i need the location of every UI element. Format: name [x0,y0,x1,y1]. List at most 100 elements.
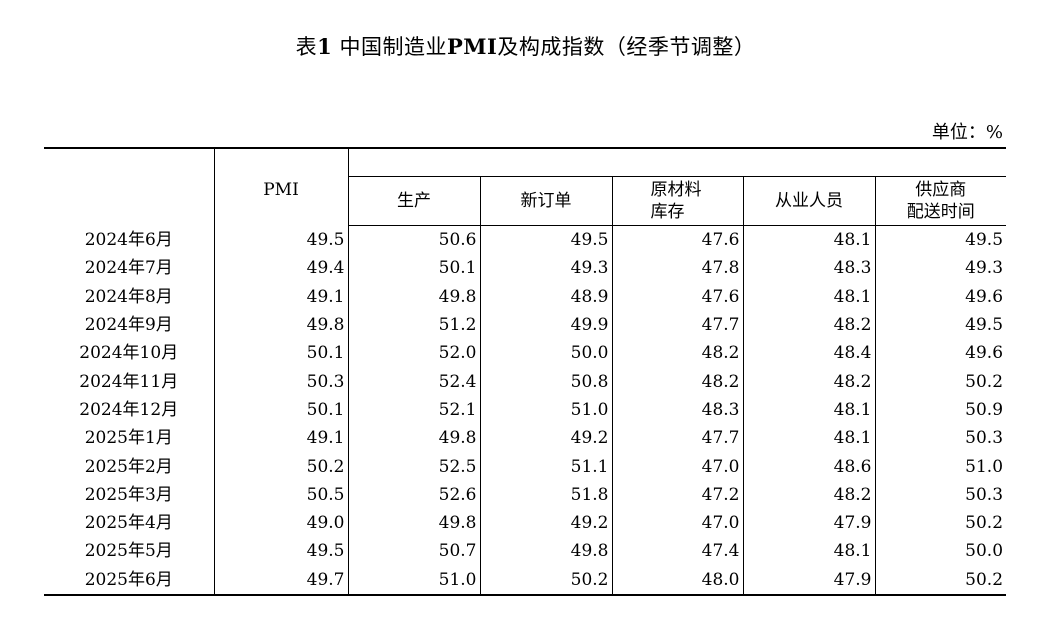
table-row: 2024年12月 50.1 52.1 51.0 48.3 48.1 50.9 [44,395,1006,425]
cell-pmi: 49.0 [214,508,349,538]
cell-production: 50.6 [348,225,481,255]
table-row: 2025年3月 50.5 52.6 51.8 47.2 48.2 50.3 [44,480,1006,509]
cell-pmi: 49.1 [214,424,349,453]
header-new-orders: 新订单 [480,176,613,226]
cell-pmi: 49.5 [214,537,349,566]
cell-pmi: 50.2 [214,452,349,481]
cell-pmi: 49.1 [214,282,349,311]
cell-month: 2024年6月 [44,225,215,255]
header-corner [44,147,215,226]
cell-employment: 48.1 [743,225,876,255]
table-row: 2024年10月 50.1 52.0 50.0 48.2 48.4 49.6 [44,339,1006,368]
header-production-label: 生产 [397,191,431,211]
cell-month: 2025年1月 [44,424,215,453]
cell-month: 2024年10月 [44,339,215,368]
cell-supplier-delivery: 49.5 [965,315,1004,336]
cell-new-orders: 50.8 [480,367,613,396]
cell-pmi: 49.8 [214,310,349,340]
cell-month: 2024年7月 [44,254,215,283]
cell-month: 2024年8月 [44,282,215,311]
cell-month: 2025年3月 [44,480,215,509]
header-raw-materials-line2: 库存 [650,202,685,222]
table-row: 2024年6月 49.5 50.6 49.5 47.6 48.1 49.5 [44,225,1006,255]
cell-production: 52.1 [348,395,481,425]
cell-supplier-delivery: 49.3 [965,258,1004,279]
cell-raw-materials: 47.4 [612,537,744,566]
cell-employment: 48.3 [743,254,876,283]
title-prefix: 表 [295,35,318,59]
cell-month: 2025年4月 [44,508,215,538]
cell-new-orders: 49.8 [480,537,613,566]
cell-raw-materials: 47.7 [612,424,744,453]
cell-employment: 48.1 [743,537,876,566]
cell-new-orders: 48.9 [480,282,613,311]
header-supplier-line1: 供应商 [915,180,967,200]
cell-raw-materials: 48.0 [612,565,744,596]
header-group-spacer [348,147,1007,177]
cell-new-orders: 49.2 [480,424,613,453]
cell-production: 50.7 [348,537,481,566]
header-pmi: PMI [214,147,349,226]
cell-production: 52.0 [348,339,481,368]
cell-supplier-delivery: 51.0 [965,456,1004,477]
table-row: 2025年2月 50.2 52.5 51.1 47.0 48.6 51.0 [44,452,1006,481]
cell-supplier-delivery: 50.0 [965,541,1004,562]
table-row: 2025年4月 49.0 49.8 49.2 47.0 47.9 50.2 [44,508,1006,538]
pmi-table: PMI 生产 新订单 原材料 库存 从业人员 供应商 配送时间 2024年6月 49.… [44,147,1007,596]
cell-employment: 48.1 [743,395,876,425]
cell-raw-materials: 47.6 [612,282,744,311]
cell-pmi: 50.3 [214,367,349,396]
unit-label: 单位：% [931,122,1003,143]
cell-employment: 48.2 [743,310,876,340]
cell-production: 52.6 [348,480,481,509]
cell-pmi: 49.5 [214,225,349,255]
cell-new-orders: 49.5 [480,225,613,255]
header-production: 生产 [348,176,481,226]
header-supplier: 供应商 配送时间 [875,176,1007,226]
cell-raw-materials: 47.8 [612,254,744,283]
cell-production: 51.0 [348,565,481,596]
cell-month: 2024年11月 [44,367,215,396]
cell-supplier-delivery: 49.6 [965,286,1004,307]
cell-supplier-delivery: 50.3 [965,428,1004,449]
cell-supplier-delivery: 50.2 [965,371,1004,392]
cell-new-orders: 51.8 [480,480,613,509]
table-row: 2024年8月 49.1 49.8 48.9 47.6 48.1 49.6 [44,282,1006,311]
title-number: 1 [317,34,333,59]
title-pmi: PMI [446,34,498,59]
cell-raw-materials: 47.6 [612,225,744,255]
cell-month: 2025年6月 [44,565,215,596]
cell-raw-materials: 47.7 [612,310,744,340]
header-employment: 从业人员 [743,176,876,226]
cell-raw-materials: 47.2 [612,480,744,509]
table-row: 2024年7月 49.4 50.1 49.3 47.8 48.3 49.3 [44,254,1006,283]
cell-pmi: 50.5 [214,480,349,509]
cell-employment: 48.2 [743,480,876,509]
title-suffix: 及构成指数（经季节调整） [497,35,756,59]
cell-new-orders: 49.9 [480,310,613,340]
cell-production: 52.5 [348,452,481,481]
cell-month: 2024年12月 [44,395,215,425]
cell-raw-materials: 48.2 [612,367,744,396]
cell-pmi: 49.7 [214,565,349,596]
cell-month: 2024年9月 [44,310,215,340]
cell-production: 50.1 [348,254,481,283]
cell-new-orders: 50.0 [480,339,613,368]
cell-supplier-delivery: 50.2 [965,513,1004,534]
cell-employment: 48.4 [743,339,876,368]
cell-supplier-delivery: 50.9 [965,399,1004,420]
cell-pmi: 49.4 [214,254,349,283]
cell-supplier-delivery: 50.2 [875,565,1007,596]
cell-production: 49.8 [348,508,481,538]
cell-pmi: 50.1 [214,339,349,368]
cell-production: 52.4 [348,367,481,396]
header-raw-materials: 原材料 库存 [612,176,744,226]
header-employment-label: 从业人员 [775,191,843,211]
cell-raw-materials: 48.2 [612,339,744,368]
cell-employment: 47.9 [743,565,876,596]
cell-supplier-delivery: 49.5 [965,230,1004,251]
table-title: 表1 中国制造业PMI及构成指数（经季节调整） [0,32,1051,62]
cell-employment: 48.1 [743,282,876,311]
cell-supplier-delivery: 50.3 [965,484,1004,505]
cell-employment: 48.2 [743,367,876,396]
